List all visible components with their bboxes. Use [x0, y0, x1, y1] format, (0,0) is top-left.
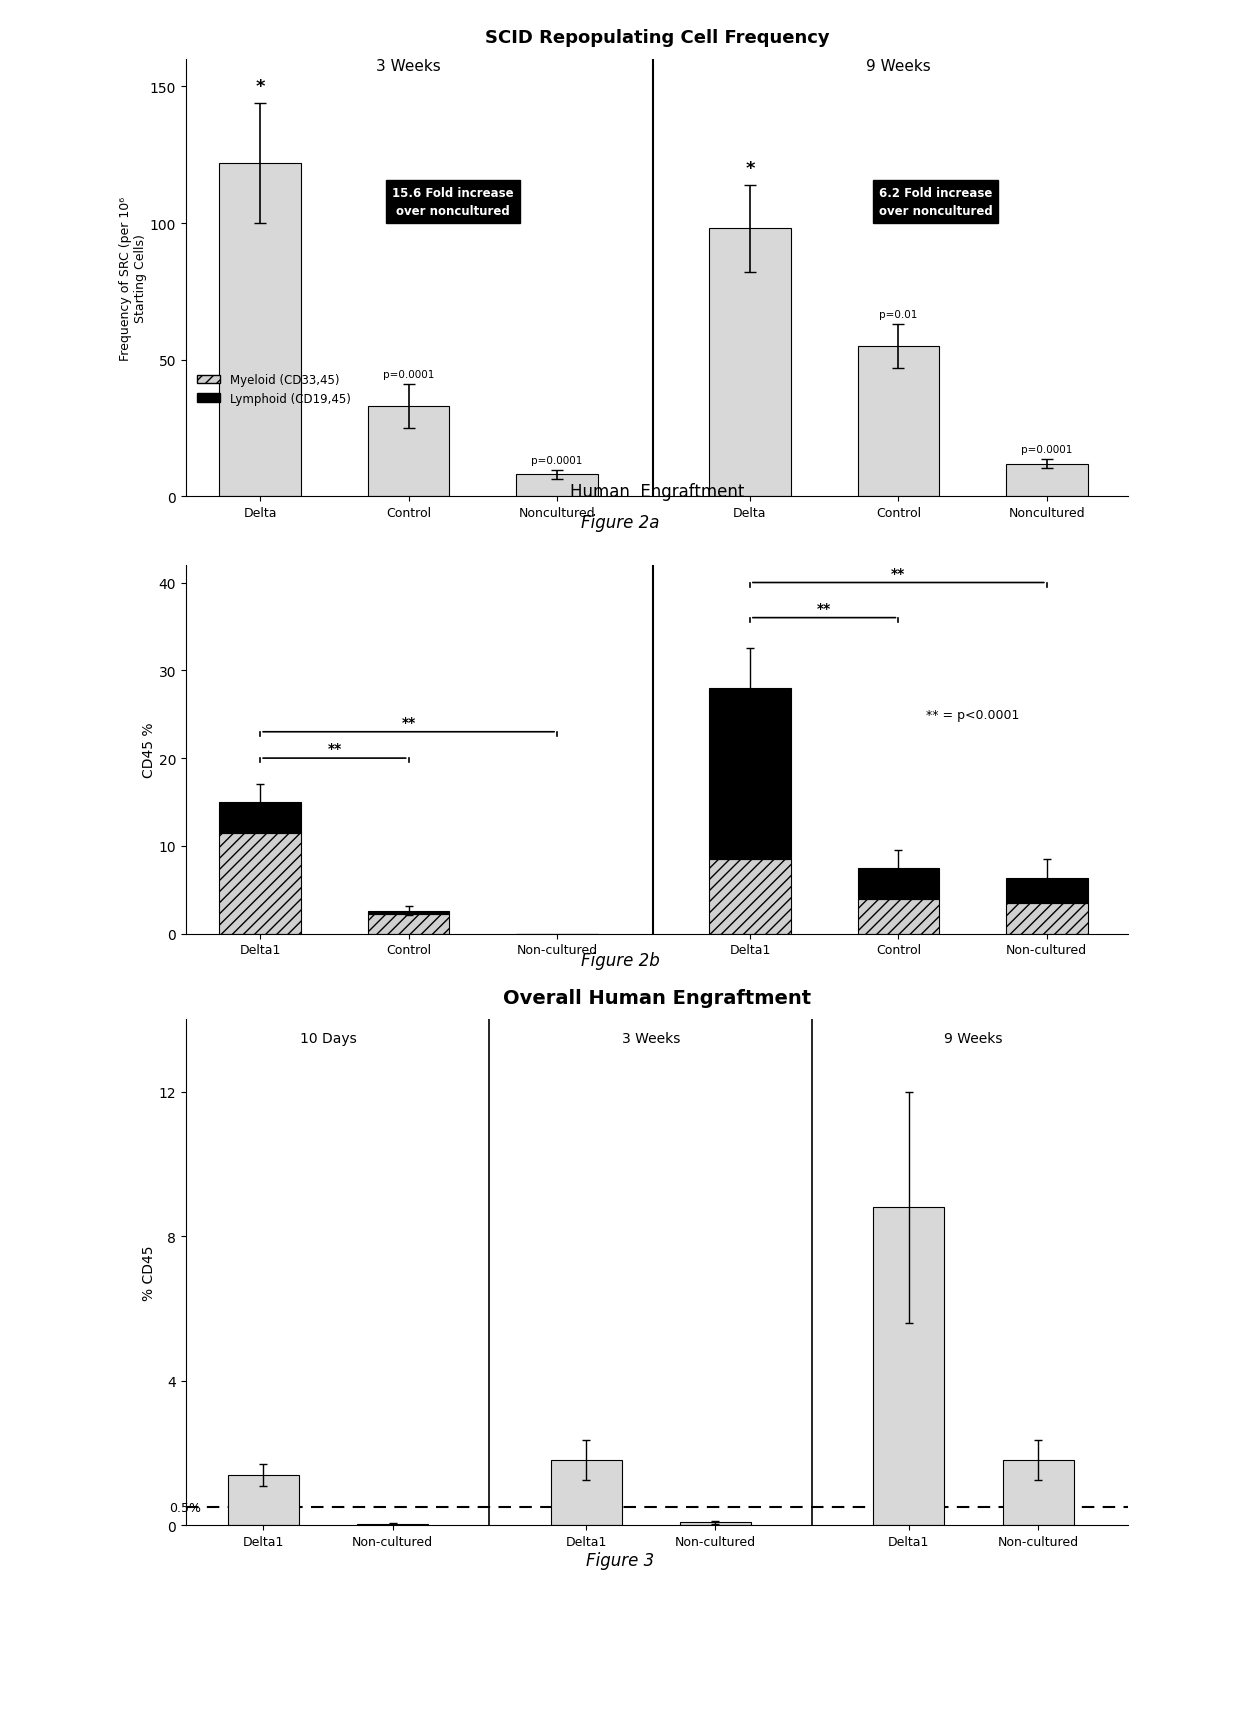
- Text: 0.5%: 0.5%: [170, 1501, 201, 1513]
- Text: 3 Weeks: 3 Weeks: [376, 58, 441, 74]
- Bar: [1006, 879, 1087, 903]
- Bar: [858, 900, 939, 934]
- Bar: [219, 833, 301, 934]
- Bar: [1006, 464, 1087, 497]
- Bar: [368, 915, 449, 934]
- Bar: [858, 869, 939, 900]
- Bar: [516, 475, 598, 497]
- Title: Human  Engraftment: Human Engraftment: [570, 482, 744, 500]
- Bar: [219, 802, 301, 833]
- Bar: [219, 165, 301, 497]
- Text: *: *: [255, 77, 265, 96]
- Title: Overall Human Engraftment: Overall Human Engraftment: [503, 989, 811, 1008]
- Text: 9 Weeks: 9 Weeks: [944, 1032, 1003, 1046]
- Bar: [228, 1474, 299, 1525]
- Text: Figure 2b: Figure 2b: [580, 951, 660, 968]
- Text: Figure 2a: Figure 2a: [580, 514, 660, 531]
- Y-axis label: Frequency of SRC (per 10⁶
Starting Cells): Frequency of SRC (per 10⁶ Starting Cells…: [119, 197, 148, 360]
- Bar: [368, 912, 449, 915]
- Text: **: **: [327, 742, 341, 756]
- Bar: [357, 1524, 428, 1525]
- Text: **: **: [402, 716, 415, 730]
- Text: 9 Weeks: 9 Weeks: [866, 58, 931, 74]
- Bar: [873, 1208, 945, 1525]
- Text: Figure 3: Figure 3: [585, 1551, 655, 1568]
- Text: *: *: [745, 159, 755, 178]
- Bar: [680, 1522, 750, 1525]
- Text: p=0.0001: p=0.0001: [383, 370, 434, 379]
- Text: 10 Days: 10 Days: [300, 1032, 356, 1046]
- Bar: [709, 859, 791, 934]
- Text: p=0.01: p=0.01: [879, 310, 918, 319]
- Bar: [709, 689, 791, 859]
- Text: p=0.0001: p=0.0001: [531, 456, 583, 466]
- Bar: [858, 346, 939, 497]
- Bar: [709, 230, 791, 497]
- Text: p=0.0001: p=0.0001: [1021, 444, 1073, 454]
- Y-axis label: CD45 %: CD45 %: [141, 722, 156, 778]
- Legend: Myeloid (CD33,45), Lymphoid (CD19,45): Myeloid (CD33,45), Lymphoid (CD19,45): [192, 369, 356, 410]
- Bar: [551, 1460, 621, 1525]
- Text: 3 Weeks: 3 Weeks: [621, 1032, 680, 1046]
- Text: 15.6 Fold increase
over noncultured: 15.6 Fold increase over noncultured: [392, 187, 513, 218]
- Y-axis label: % CD45: % CD45: [141, 1244, 156, 1301]
- Text: **: **: [817, 602, 831, 615]
- Text: 6.2 Fold increase
over noncultured: 6.2 Fold increase over noncultured: [879, 187, 992, 218]
- Title: SCID Repopulating Cell Frequency: SCID Repopulating Cell Frequency: [485, 29, 830, 48]
- Bar: [1006, 903, 1087, 934]
- Text: ** = p<0.0001: ** = p<0.0001: [926, 708, 1019, 722]
- Bar: [368, 406, 449, 497]
- Text: **: **: [892, 567, 905, 581]
- Bar: [1002, 1460, 1074, 1525]
